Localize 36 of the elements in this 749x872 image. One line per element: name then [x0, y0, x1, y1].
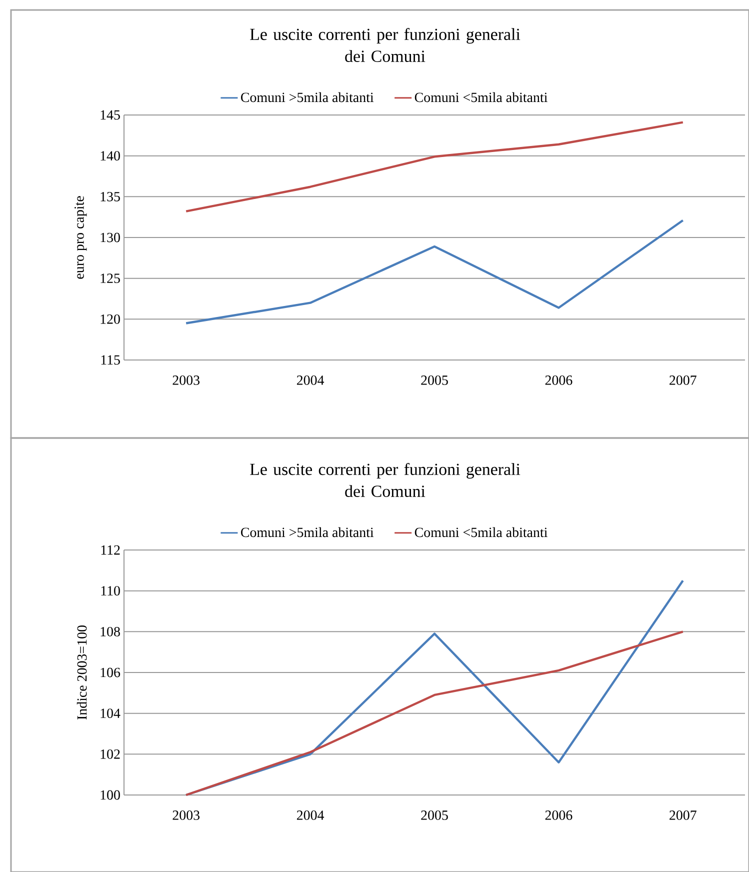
legend-label: Comuni <5mila abitanti	[414, 527, 548, 538]
line-series	[185, 630, 684, 796]
x-tick-label: 2006	[545, 810, 572, 820]
y-tick-label: 120	[100, 314, 120, 324]
line-series	[185, 121, 684, 212]
x-tick-label: 2004	[296, 810, 324, 820]
x-tick-label: 2007	[670, 376, 696, 385]
legend-label: Comuni >5mila abitanti	[241, 527, 374, 538]
y-tick-label: 115	[101, 355, 120, 365]
y-axis-title: euro pro capite	[74, 196, 87, 279]
line-series	[185, 580, 684, 796]
y-tick-label: 106	[100, 668, 120, 678]
x-tick-label: 2003	[172, 376, 200, 385]
x-tick-label: 2006	[545, 376, 572, 385]
y-tick-label: 102	[100, 749, 120, 759]
legend-label: Comuni >5mila abitanti	[241, 92, 374, 102]
x-tick-label: 2004	[296, 376, 324, 385]
y-tick-label: 112	[101, 545, 120, 555]
y-axis-title: Indice 2003=100	[76, 626, 87, 720]
y-tick-label: 140	[100, 151, 120, 161]
y-tick-label: 125	[100, 274, 120, 284]
legend-label: Comuni <5mila abitanti	[414, 92, 548, 102]
y-tick-label: 130	[100, 232, 120, 242]
chart-title: Le uscite correnti per funzioni generali dei Comuni	[250, 28, 520, 62]
chart-title: Le uscite correnti per funzioni generali dei Comuni	[250, 462, 520, 498]
x-tick-label: 2003	[172, 810, 200, 820]
y-tick-label: 135	[100, 192, 120, 202]
x-tick-label: 2007	[670, 810, 696, 820]
y-tick-label: 145	[100, 110, 120, 120]
x-tick-label: 2005	[421, 810, 448, 820]
y-tick-label: 104	[100, 708, 120, 718]
y-tick-label: 110	[101, 586, 120, 596]
x-tick-label: 2005	[421, 376, 448, 385]
y-tick-label: 108	[100, 626, 120, 636]
line-series	[185, 219, 684, 324]
y-tick-label: 100	[100, 790, 120, 800]
